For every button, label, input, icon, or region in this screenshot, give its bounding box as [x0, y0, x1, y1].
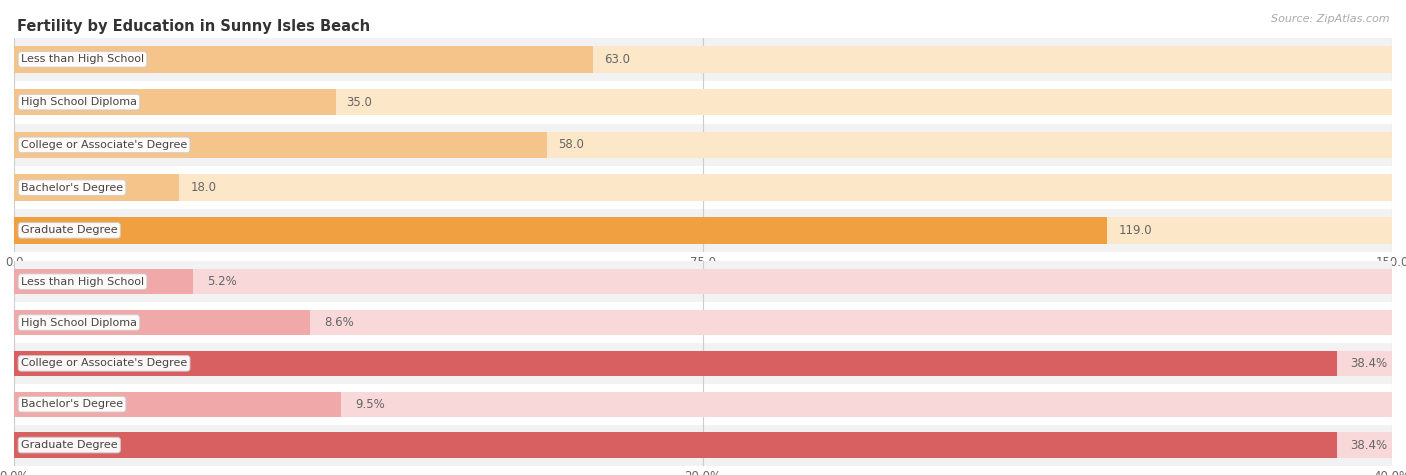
Text: 35.0: 35.0	[347, 95, 373, 109]
Bar	[14, 217, 1392, 244]
Text: 119.0: 119.0	[1118, 224, 1152, 237]
Text: Bachelor's Degree: Bachelor's Degree	[21, 182, 124, 193]
Bar	[14, 391, 342, 417]
Bar	[14, 124, 1392, 166]
Bar	[14, 310, 1392, 335]
Bar	[14, 343, 1392, 384]
Text: College or Associate's Degree: College or Associate's Degree	[21, 358, 187, 369]
Bar	[14, 174, 1392, 201]
Text: 38.4%: 38.4%	[1351, 438, 1388, 452]
Text: 9.5%: 9.5%	[356, 398, 385, 411]
Bar	[14, 384, 1392, 425]
Bar	[14, 310, 311, 335]
Bar	[14, 391, 1392, 417]
Bar	[14, 89, 336, 115]
Bar	[14, 209, 1392, 252]
Bar	[14, 174, 180, 201]
Bar	[14, 432, 1337, 458]
Text: High School Diploma: High School Diploma	[21, 97, 136, 107]
Text: Less than High School: Less than High School	[21, 276, 143, 287]
Bar	[14, 432, 1392, 458]
Bar	[14, 351, 1337, 376]
Bar	[14, 89, 1392, 115]
Text: Bachelor's Degree: Bachelor's Degree	[21, 399, 124, 409]
Bar	[14, 269, 1392, 294]
Text: 63.0: 63.0	[603, 53, 630, 66]
Bar	[14, 261, 1392, 302]
Text: Fertility by Education in Sunny Isles Beach: Fertility by Education in Sunny Isles Be…	[17, 19, 370, 34]
Text: Less than High School: Less than High School	[21, 54, 143, 65]
Text: College or Associate's Degree: College or Associate's Degree	[21, 140, 187, 150]
Bar	[14, 46, 593, 73]
Text: High School Diploma: High School Diploma	[21, 317, 136, 328]
Bar	[14, 46, 1392, 73]
Text: 18.0: 18.0	[190, 181, 217, 194]
Bar	[14, 166, 1392, 209]
Text: 5.2%: 5.2%	[207, 275, 236, 288]
Bar	[14, 302, 1392, 343]
Bar	[14, 425, 1392, 466]
Bar	[14, 38, 1392, 81]
Bar	[14, 132, 1392, 158]
Text: Source: ZipAtlas.com: Source: ZipAtlas.com	[1271, 14, 1389, 24]
Bar	[14, 81, 1392, 124]
Text: 58.0: 58.0	[558, 138, 583, 152]
Bar	[14, 217, 1107, 244]
Text: 38.4%: 38.4%	[1351, 357, 1388, 370]
Bar	[14, 269, 193, 294]
Bar	[14, 351, 1392, 376]
Text: Graduate Degree: Graduate Degree	[21, 440, 118, 450]
Text: Graduate Degree: Graduate Degree	[21, 225, 118, 236]
Text: 8.6%: 8.6%	[325, 316, 354, 329]
Bar	[14, 132, 547, 158]
